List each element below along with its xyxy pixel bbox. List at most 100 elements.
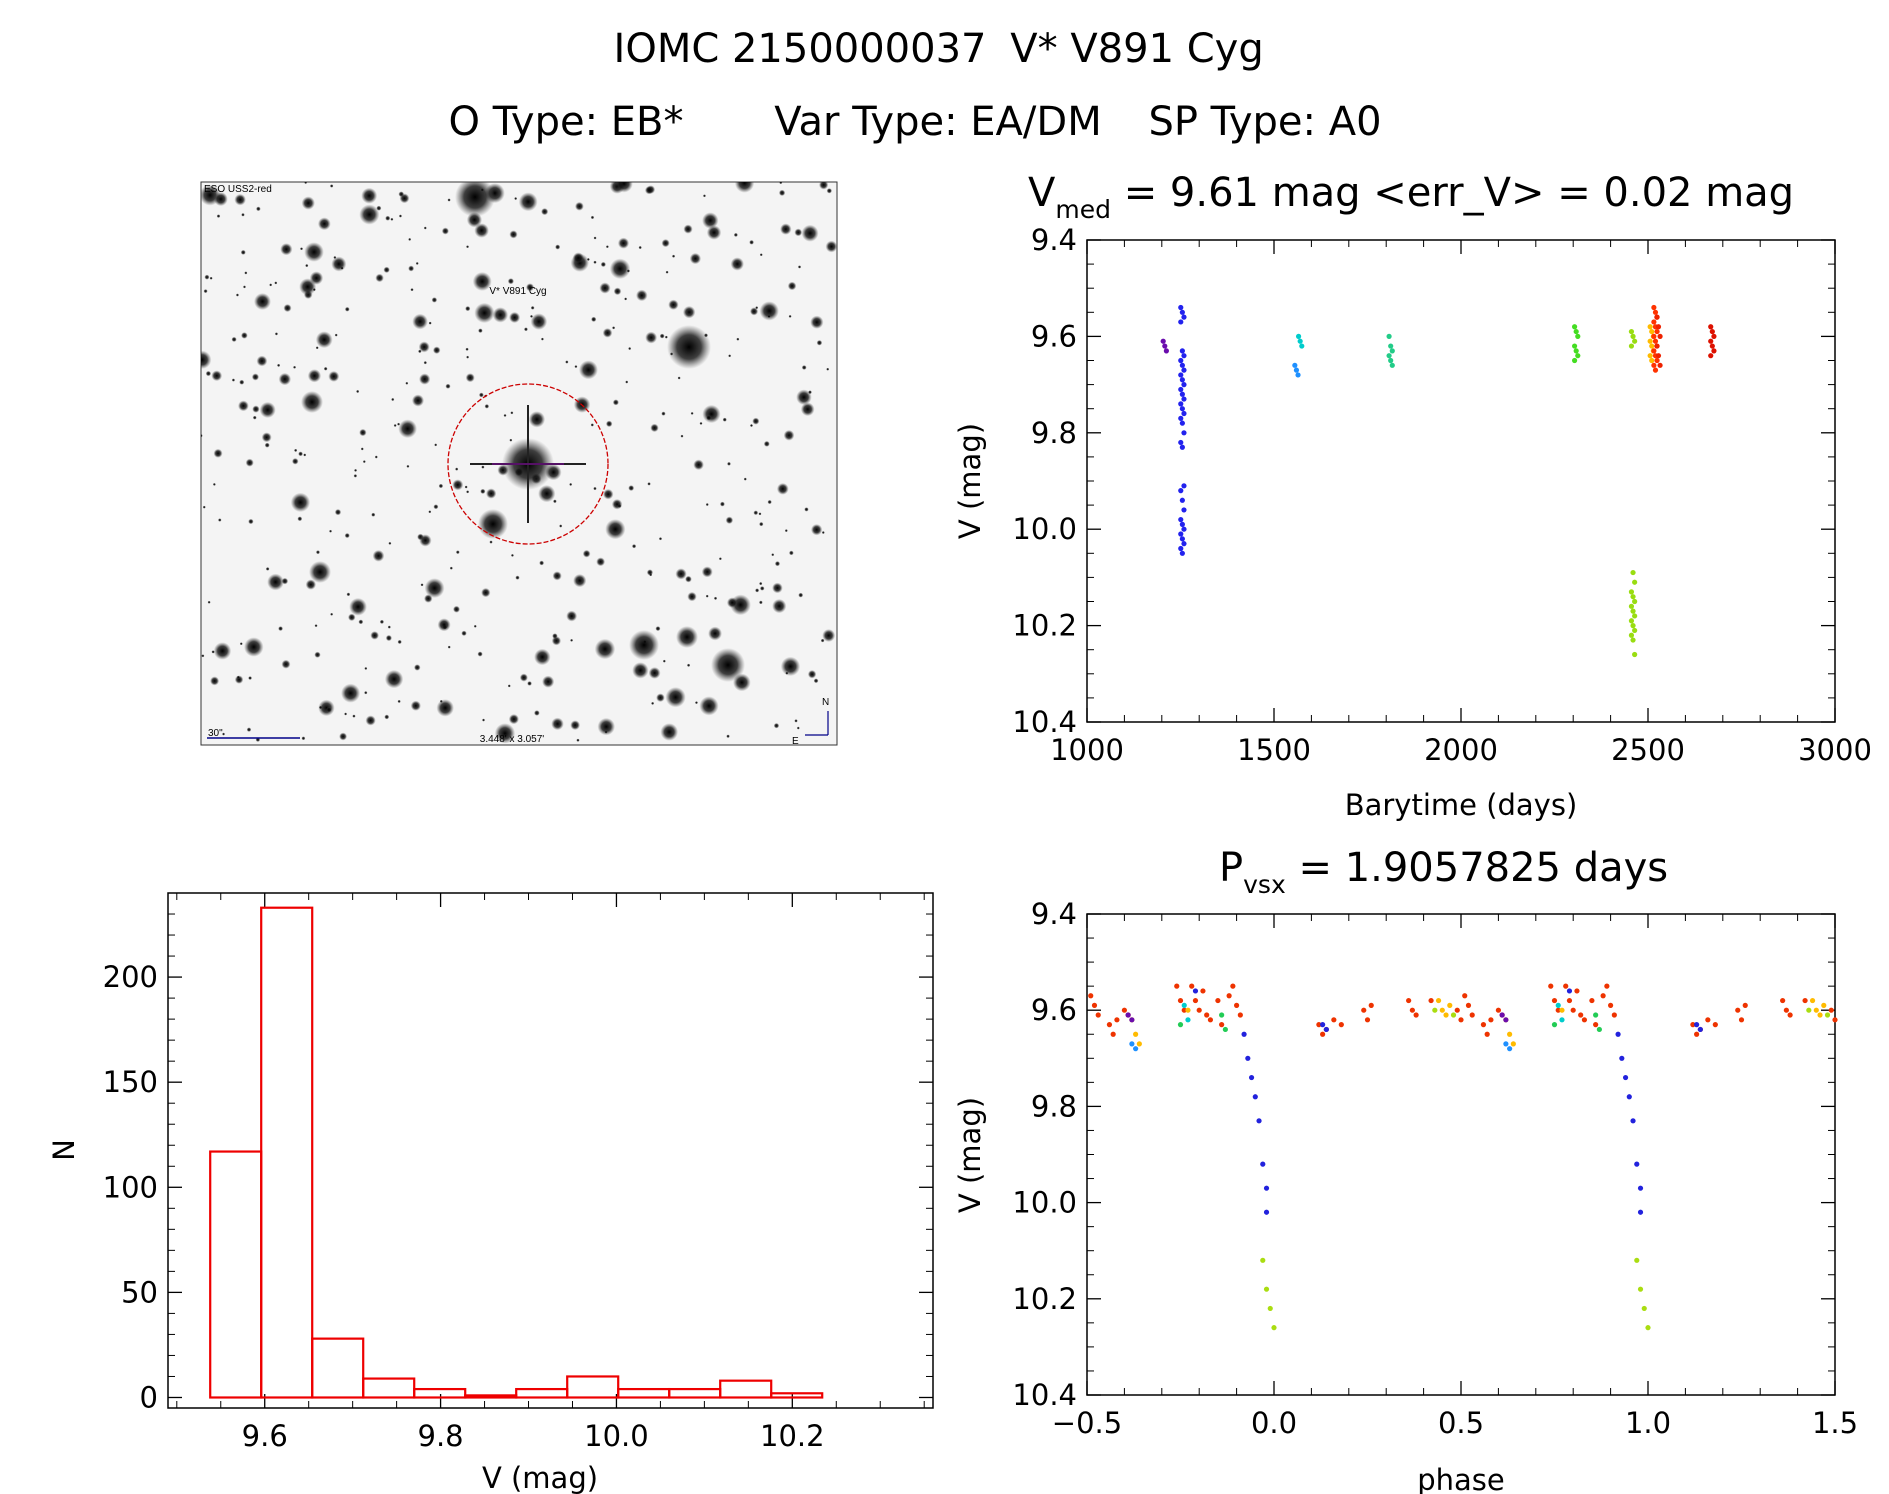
- field-star: [574, 365, 578, 369]
- field-star: [725, 516, 734, 524]
- field-star: [385, 634, 392, 642]
- field-star: [305, 579, 317, 590]
- lc-time-point: [1388, 343, 1394, 349]
- lc-time-title-sub: med: [1055, 195, 1111, 224]
- field-star: [411, 394, 425, 407]
- field-star: [410, 288, 414, 292]
- field-star: [591, 316, 597, 322]
- field-star: [807, 670, 817, 679]
- finder-object-label: V* V891 Cyg: [489, 286, 546, 297]
- field-star: [758, 600, 763, 605]
- lc-time-point: [1181, 382, 1187, 388]
- field-star: [605, 519, 626, 540]
- lc-time-point: [1632, 338, 1638, 344]
- lc-phase-point: [1735, 1007, 1741, 1013]
- field-star: [361, 187, 378, 204]
- field-star: [376, 205, 382, 211]
- field-star: [774, 561, 781, 567]
- field-star: [810, 315, 824, 329]
- field-star: [534, 710, 540, 716]
- field-star: [213, 642, 232, 660]
- field-star: [822, 629, 836, 642]
- field-star: [749, 423, 754, 428]
- lc-time-point: [1295, 333, 1302, 339]
- lc-time-point: [1181, 430, 1187, 436]
- lc-phase-point: [1110, 1031, 1116, 1037]
- lc-phase-point: [1435, 997, 1442, 1004]
- lc-phase-point: [1413, 1012, 1419, 1018]
- field-star: [293, 365, 297, 369]
- lc-phase-point: [1267, 1305, 1273, 1312]
- field-star: [644, 186, 654, 195]
- field-star: [433, 504, 439, 510]
- lc-phase-point: [1596, 1026, 1602, 1033]
- lc-time-point: [1162, 343, 1168, 349]
- field-star: [465, 347, 469, 351]
- lc-time-point: [1160, 338, 1166, 344]
- lc-time-point: [1654, 343, 1660, 349]
- field-star: [445, 383, 451, 389]
- field-star: [813, 678, 819, 684]
- field-star: [312, 288, 316, 292]
- lc-phase-point: [1641, 1305, 1647, 1312]
- lc-time-point: [1571, 343, 1578, 349]
- field-star: [612, 399, 619, 406]
- lc-phase-point: [1237, 1012, 1243, 1018]
- lc-phase-xtick-label: 1.0: [1625, 1406, 1671, 1440]
- field-star: [239, 379, 245, 385]
- field-star: [434, 443, 438, 447]
- lc-phase-point: [1499, 1012, 1505, 1018]
- field-star: [408, 237, 412, 241]
- field-star: [298, 451, 303, 457]
- lc-phase-point: [1563, 983, 1569, 989]
- lc-phase-point: [1787, 1012, 1793, 1018]
- field-star: [405, 381, 409, 385]
- field-star: [593, 236, 597, 240]
- field-star: [689, 252, 702, 265]
- field-star: [303, 453, 307, 457]
- field-star: [749, 239, 754, 245]
- field-star: [788, 550, 794, 556]
- field-star: [773, 722, 780, 729]
- field-star: [210, 676, 220, 686]
- lc-time-point: [1179, 406, 1185, 412]
- lc-phase-point: [1204, 1012, 1210, 1018]
- lc-time-point: [1632, 613, 1638, 619]
- field-star: [677, 376, 681, 380]
- lc-phase-point: [1428, 997, 1434, 1004]
- lc-phase-xtick-label: 0.5: [1438, 1406, 1484, 1440]
- lc-time-point: [1295, 372, 1301, 378]
- field-star: [509, 438, 513, 442]
- lc-time-title: Vmed = 9.61 mag <err_V> = 0.02 mag: [1028, 170, 1794, 224]
- lc-phase-point: [1694, 1031, 1700, 1037]
- field-star: [323, 366, 328, 371]
- field-star: [353, 474, 358, 478]
- field-star: [231, 378, 236, 382]
- field-star: [759, 586, 765, 591]
- field-star: [243, 637, 264, 657]
- field-star: [816, 339, 823, 346]
- field-star: [360, 447, 364, 451]
- field-star: [578, 360, 598, 380]
- lc-time-point: [1178, 401, 1184, 407]
- lc-time-point: [1657, 362, 1663, 368]
- lc-phase-point: [1185, 1017, 1191, 1023]
- field-star: [408, 265, 415, 272]
- field-star: [534, 648, 551, 666]
- lc-phase-point: [1177, 1022, 1184, 1028]
- lc-time-point: [1655, 353, 1662, 359]
- field-star: [387, 625, 391, 629]
- field-star: [261, 432, 272, 443]
- field-star: [787, 281, 797, 291]
- field-star: [207, 600, 211, 604]
- lc-phase-axes: −0.5 0.0 0.5 1.0 1.5 9.4 9.6 9.8 10.0 10.2 10.4: [1012, 897, 1858, 1440]
- field-star: [794, 228, 803, 237]
- lc-time-point: [1181, 483, 1187, 489]
- field-star: [638, 245, 642, 250]
- lc-phase-point: [1133, 1046, 1139, 1052]
- field-star: [420, 583, 424, 587]
- field-star: [570, 720, 581, 731]
- lc-phase-title-sub: vsx: [1243, 870, 1286, 899]
- field-star: [410, 700, 421, 711]
- field-star: [647, 482, 651, 486]
